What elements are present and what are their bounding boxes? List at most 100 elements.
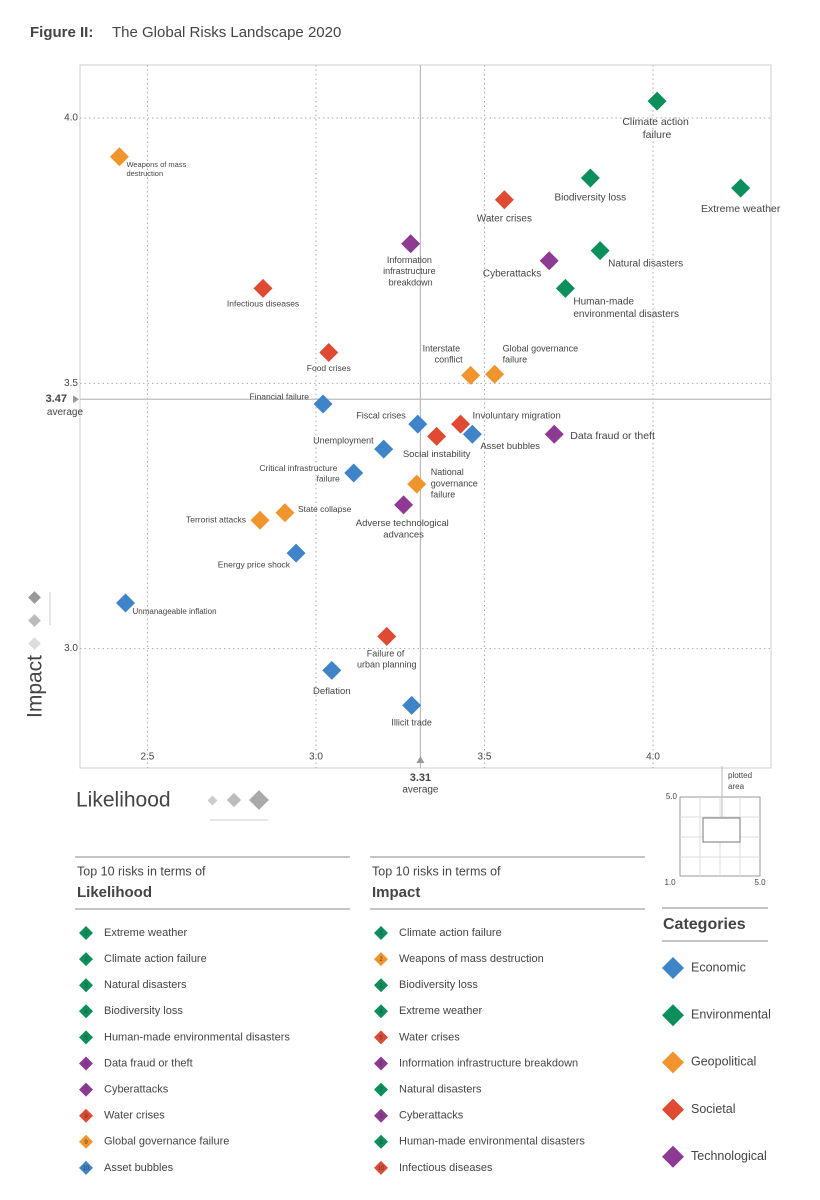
point-label: Interstate conflict [423,344,464,365]
list-item: Water crises [104,1110,165,1122]
list-marker [374,1030,388,1045]
average-marker [416,756,425,763]
list-item: Biodiversity loss [104,1005,183,1017]
list-item: Human-made environmental disasters [399,1136,585,1148]
inset-tick: 1.0 [664,878,676,887]
risk-point [116,593,136,613]
plot-frame [79,64,772,769]
point-label: Weapons of mass destruction [126,160,188,178]
point-label: Unmanageable inflation [133,607,217,616]
risk-point [313,394,333,414]
point-label: Cyberattacks [483,268,541,279]
list-item: Information infrastructure breakdown [399,1057,578,1069]
list-item: Weapons of mass destruction [399,953,544,965]
list-rank: 7 [379,1088,383,1094]
list-item: Infectious diseases [399,1162,493,1174]
risk-point [374,439,394,459]
list-rank: 2 [379,957,383,963]
point-label: Data fraud or theft [570,430,655,442]
list-rank: 9 [379,1140,383,1146]
list-marker [79,1004,93,1019]
x-average-value: 3.31 [410,772,431,784]
x-axis-title: Likelihood [76,789,171,812]
list-rank: 5 [84,1035,88,1041]
list-title: Impact [372,884,420,901]
list-rank: 4 [379,1009,383,1015]
risk-point [275,503,295,523]
point-label: Critical infrastructure failure [259,463,340,484]
list-marker [374,1108,388,1123]
y-average-label: average [47,407,84,418]
list-rank: 3 [84,983,88,989]
risk-point [319,343,339,363]
point-label: Biodiversity loss [554,193,626,204]
risk-point [590,241,610,261]
point-label: Climate action failure [622,116,691,141]
x-tick-label: 2.5 [140,752,154,763]
x-tick-label: 3.5 [478,752,492,763]
point-label: Unemployment [313,435,374,445]
list-rank: 10 [83,1166,90,1172]
list-rank: 4 [84,1009,88,1015]
legend-marker [662,957,684,979]
list-item: Global governance failure [104,1136,229,1148]
point-label: Energy price shock [218,559,291,569]
list-marker [79,926,93,940]
y-axis-title: Impact [24,655,47,718]
risk-point [253,278,273,298]
point-label: National governance failure [431,467,481,500]
legend-marker [662,1145,684,1168]
list-rank: 6 [379,1062,383,1068]
y-average-value: 3.47 [46,393,67,405]
list-marker [374,1004,388,1019]
legend-label: Environmental [691,1007,771,1021]
point-label: Extreme weather [701,203,781,215]
risk-point [555,278,575,298]
list-rank: 8 [84,1114,88,1120]
risk-point [377,626,397,646]
list-marker [374,1160,388,1175]
point-label: Social instability [403,449,471,460]
point-label: Natural disasters [608,258,683,269]
x-tick-label: 3.0 [309,752,323,763]
point-label: Food crises [307,363,351,373]
decoration [28,591,269,821]
risk-point [494,190,514,210]
point-label: Human-made environmental disasters [573,296,679,320]
x-tick-label: 4.0 [646,752,660,763]
point-label: Terrorist attacks [186,514,246,524]
list-rank: 10 [378,1166,385,1172]
list-item: Natural disasters [104,979,187,991]
risk-point [394,495,414,515]
risk-point [407,474,427,494]
point-label: Failure of urban planning [357,649,417,670]
list-marker [79,952,93,967]
risk-point [451,414,471,434]
list-rank: 7 [84,1088,88,1094]
list-marker [374,952,388,967]
risk-point [344,463,364,483]
list-item: Water crises [399,1031,460,1043]
point-label: Asset bubbles [480,441,540,452]
legend-label: Societal [691,1102,735,1116]
point-label: Information infrastructure breakdown [383,255,438,288]
list-item: Cyberattacks [104,1084,169,1096]
inset: plotted area 5.0 1.0 5.0 [664,766,766,887]
list-rank: 5 [379,1035,383,1041]
risk-point [109,147,129,167]
list-rank: 8 [379,1114,383,1120]
list-item: Climate action failure [399,927,502,939]
point-label: Water crises [477,213,532,224]
legend-marker [662,1051,684,1074]
list-marker [79,1160,93,1175]
point-label: State collapse [298,504,352,514]
x-average-label: average [402,785,439,796]
point-label: Fiscal crises [356,411,406,421]
risk-point [408,414,428,434]
risk-point [580,168,600,188]
list-item: Asset bubbles [104,1162,174,1174]
list-item: Climate action failure [104,953,207,965]
point-label: Adverse technological advances [356,517,452,540]
list-rank: 6 [84,1062,88,1068]
